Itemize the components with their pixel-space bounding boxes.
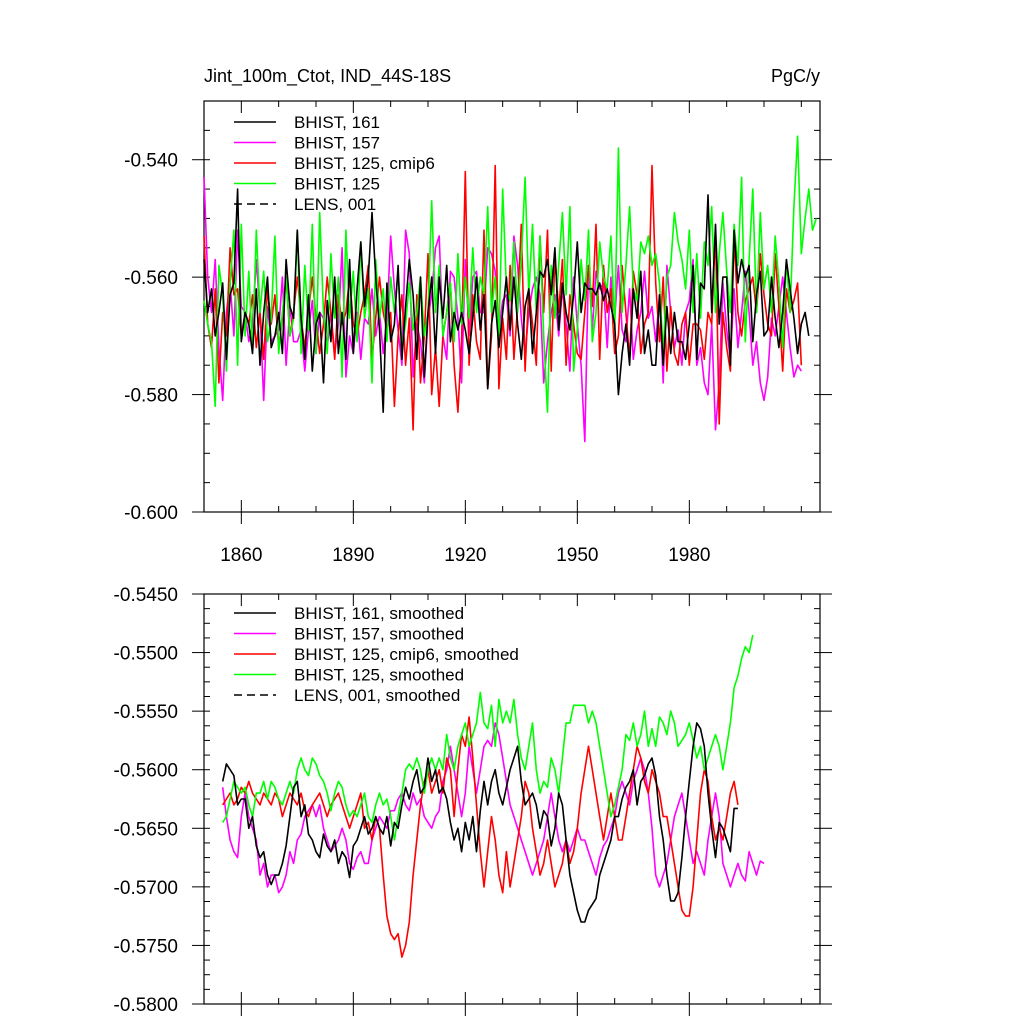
top-chart-units: PgC/y [771,66,820,86]
bottom-tick-marks [192,593,832,1016]
series-line [203,188,810,414]
x-tick-label: 1860 [220,545,262,566]
series-line [203,135,818,414]
legend-label: LENS, 001, smoothed [294,686,460,705]
legend-label: BHIST, 125, cmip6, smoothed [294,645,519,664]
y-tick-label: -0.580 [124,386,178,407]
bottom-legend: BHIST, 161, smoothed BHIST, 157, smoothed… [234,604,519,705]
series-line [222,634,754,841]
legend-label: LENS, 001 [294,195,376,214]
y-tick-label: -0.5800 [114,995,178,1016]
y-tick-label: -0.5650 [114,819,178,840]
legend-label: BHIST, 125, smoothed [294,666,464,685]
y-tick-label: -0.5450 [114,585,178,606]
top-tick-labels: -0.600 -0.580 -0.560 -0.540 1860 1890 1920 1950… [124,151,710,566]
legend-label: BHIST, 161 [294,113,380,132]
top-tick-marks [192,100,832,524]
series-line [222,716,739,958]
y-tick-label: -0.5600 [114,761,178,782]
y-tick-label: -0.540 [124,151,178,172]
legend-label: BHIST, 157, smoothed [294,625,464,644]
top-chart-panel: Jint_100m_Ctot, IND_44S-18S PgC/y BHIST,… [124,66,832,566]
x-tick-label: 1920 [444,545,486,566]
x-tick-label: 1950 [556,545,598,566]
y-tick-label: -0.5500 [114,644,178,665]
y-tick-label: -0.5700 [114,878,178,899]
legend-label: BHIST, 125 [294,175,380,194]
y-tick-label: -0.560 [124,268,178,289]
bottom-tick-labels: -0.5800 -0.5750 -0.5700 -0.5650 -0.5600 -0.55… [114,585,178,1016]
bottom-chart-panel: BHIST, 161, smoothed BHIST, 157, smoothed… [114,585,832,1016]
x-tick-label: 1980 [668,545,710,566]
y-tick-label: -0.600 [124,503,178,524]
legend-label: BHIST, 161, smoothed [294,604,464,623]
legend-label: BHIST, 125, cmip6 [294,154,435,173]
legend-label: BHIST, 157 [294,134,380,153]
top-chart-title: Jint_100m_Ctot, IND_44S-18S [204,66,451,87]
y-tick-label: -0.5750 [114,936,178,957]
series-line [221,722,738,923]
x-tick-label: 1890 [332,545,374,566]
y-tick-label: -0.5550 [114,702,178,723]
top-series-lines [203,135,818,443]
series-line [203,177,802,443]
bottom-series-lines [221,634,765,958]
